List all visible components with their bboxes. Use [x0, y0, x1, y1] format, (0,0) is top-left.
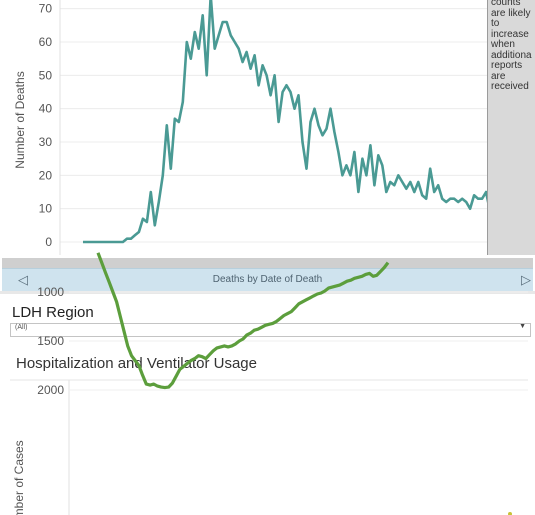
y-tick-label: 2000 [37, 383, 64, 397]
y-axis-label: Number of Deaths [13, 71, 27, 168]
region-filter-label: LDH Region [12, 304, 94, 321]
note-line: are [491, 70, 506, 82]
scroll-right-arrow-icon[interactable]: ▷ [521, 272, 531, 287]
region-filter-value: (All) [15, 324, 28, 331]
note-line: reports [491, 60, 523, 71]
note-line: received [491, 81, 529, 92]
note-line: to [491, 18, 500, 29]
incomplete-data-shade [487, 0, 535, 255]
hospitalization-series-line [96, 252, 390, 390]
y-tick-label: 30 [39, 135, 53, 149]
deaths-chart-panel: 0 10 20 30 40 50 60 70 Number of Deaths counts ar… [13, 0, 535, 255]
navigator-label: Deaths by Date of Death [212, 274, 323, 285]
deaths-series-line [83, 0, 535, 244]
y-tick-label: 1000 [37, 285, 64, 299]
y-tick-label: 0 [45, 235, 52, 249]
y-tick-label: 50 [39, 68, 53, 82]
y-tick-label: 70 [39, 2, 53, 16]
incomplete-data-note: counts are likely to increase when additiona r… [491, 0, 535, 93]
y-tick-label: 60 [39, 35, 53, 49]
note-line: increase [491, 28, 529, 40]
y-tick-label: 20 [39, 168, 53, 182]
note-line: when [491, 39, 515, 50]
chart-navigator[interactable] [2, 268, 533, 291]
ventilator-series-marker [508, 512, 512, 515]
scroll-left-arrow-icon[interactable]: ◁ [18, 272, 28, 287]
y-axis-label: Number of Cases [12, 440, 26, 515]
note-line: are likely [491, 7, 531, 19]
chevron-down-icon[interactable]: ▼ [519, 323, 526, 330]
note-line: counts [491, 0, 521, 8]
y-tick-label: 1500 [37, 334, 64, 348]
y-tick-label: 40 [39, 102, 53, 116]
deaths-chart: 0 10 20 30 40 50 60 70 Number of Deaths [13, 0, 535, 255]
y-tick-label: 10 [39, 202, 53, 216]
note-line: additiona [491, 49, 532, 61]
chart-scroll-track[interactable] [2, 258, 533, 268]
